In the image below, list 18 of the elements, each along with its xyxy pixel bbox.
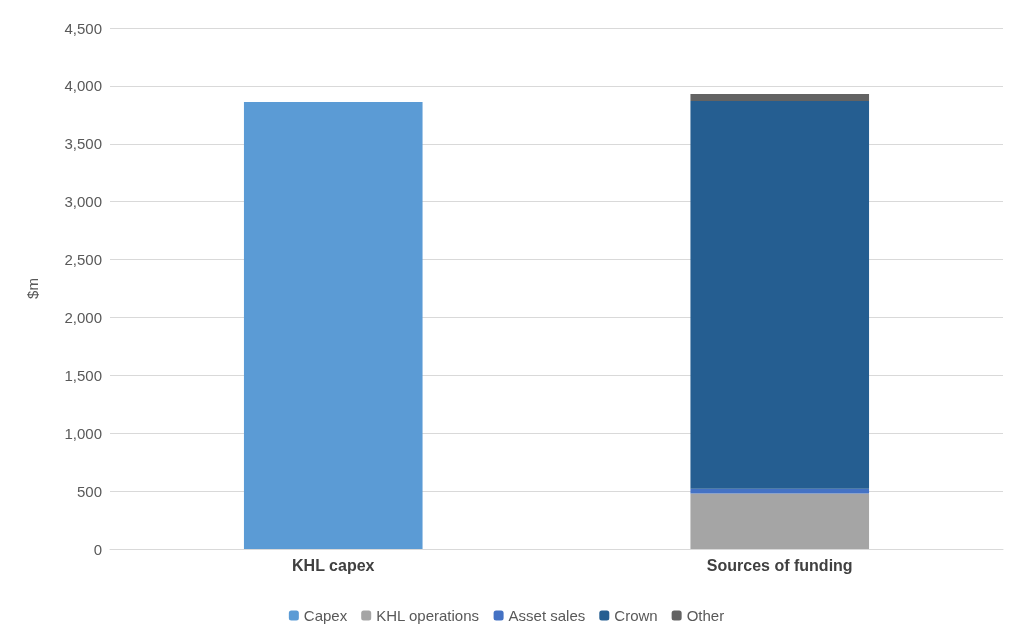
legend-label: Capex xyxy=(303,607,348,624)
y-axis-title: $m xyxy=(24,278,41,299)
x-tick-label: KHL capex xyxy=(292,556,375,574)
legend-label: Other xyxy=(686,607,725,624)
y-tick-label: 1,500 xyxy=(64,366,102,384)
legend-label: KHL operations xyxy=(376,607,480,624)
legend-label: Asset sales xyxy=(508,607,586,624)
y-tick-label: 500 xyxy=(76,482,102,500)
y-tick-label: 3,000 xyxy=(64,193,102,211)
y-tick-label: 4,500 xyxy=(64,19,102,37)
y-tick-label: 3,500 xyxy=(64,135,102,153)
y-tick-label: 0 xyxy=(93,540,102,558)
y-tick-label: 2,500 xyxy=(64,251,102,269)
y-tick-label: 2,000 xyxy=(64,308,102,326)
legend-label: Crown xyxy=(614,607,658,624)
x-tick-label: Sources of funding xyxy=(706,556,853,574)
y-tick-label: 4,000 xyxy=(64,77,102,95)
y-tick-label: 1,000 xyxy=(64,424,102,442)
